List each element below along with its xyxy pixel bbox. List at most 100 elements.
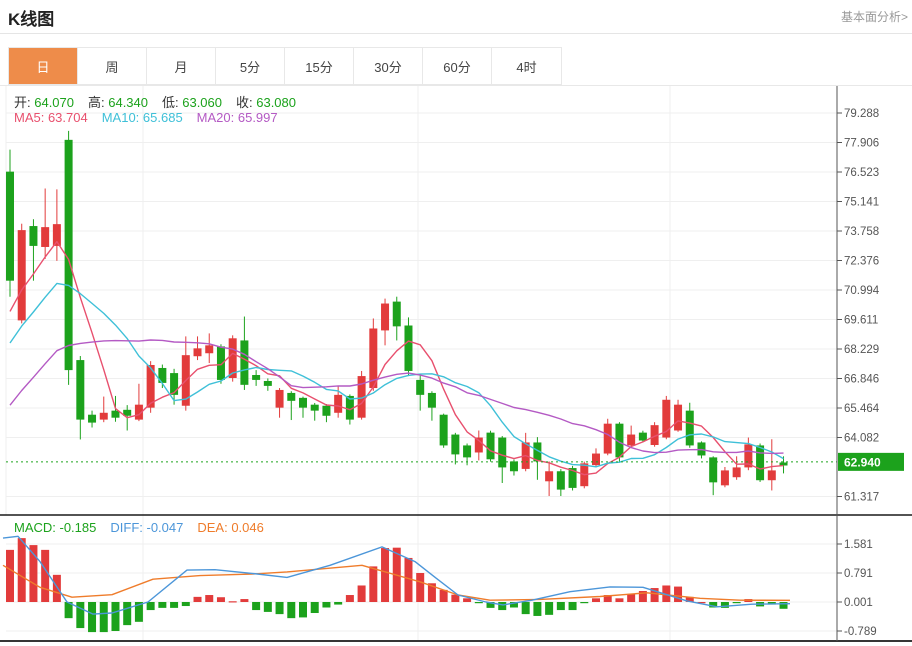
candle-body (88, 414, 97, 423)
candle-body (252, 375, 261, 380)
candle-body (334, 394, 343, 413)
candle-body (111, 410, 120, 418)
fundamental-analysis-link[interactable]: 基本面分析> (840, 10, 908, 24)
macd-bar (345, 595, 354, 602)
ma10-line (9, 282, 784, 468)
candle-body (123, 409, 132, 416)
macd-bar (99, 602, 108, 633)
candle-body (205, 345, 214, 354)
macd-bar (357, 585, 366, 602)
candle-body (193, 348, 202, 357)
candle-body (134, 404, 143, 420)
y-axis-label: 77.906 (844, 137, 879, 149)
candle-body (240, 340, 249, 385)
candle-body (732, 467, 741, 478)
macd-bar (205, 595, 214, 602)
macd-bar (6, 549, 14, 602)
tab-period-1[interactable]: 周 (78, 48, 147, 84)
macd-bar (146, 602, 155, 611)
dea-line (2, 564, 791, 601)
candle-body (357, 376, 366, 418)
ohlc-readout: 开: 64.070 高: 64.340 低: 63.060 收: 63.080 (14, 92, 310, 111)
tab-period-2[interactable]: 月 (147, 48, 216, 84)
macd-bar (17, 538, 26, 602)
candle-body (779, 462, 788, 466)
macd-bar (521, 602, 530, 615)
macd-bar (427, 583, 436, 602)
macd-bar (533, 602, 542, 616)
macd-bar (334, 602, 343, 605)
y-axis-label: 68.229 (844, 344, 879, 356)
candle-body (287, 392, 296, 401)
ohlc-row-item: 开: 64.070 (14, 95, 74, 110)
ma5-line (9, 240, 784, 476)
macd-bar (451, 594, 460, 602)
macd-axis-label: 1.581 (844, 539, 873, 551)
ma20-line (9, 339, 784, 455)
macd-bar (369, 566, 378, 602)
candle-body (615, 423, 624, 458)
macd-row-item: DIFF: -0.047 (110, 520, 184, 535)
tab-period-6[interactable]: 60分 (423, 48, 492, 84)
macd-bar (263, 602, 272, 612)
macd-axis-label: 0.001 (844, 597, 873, 609)
macd-bar (697, 602, 706, 604)
y-axis-label: 64.082 (844, 432, 879, 444)
candle-body (674, 404, 683, 431)
candle-body (439, 414, 448, 446)
macd-bar (41, 549, 50, 602)
candle-body (474, 437, 483, 453)
macd-bar (779, 602, 788, 609)
tab-period-0[interactable]: 日 (9, 48, 78, 84)
candle-body (744, 444, 753, 468)
tab-period-3[interactable]: 5分 (216, 48, 285, 84)
candle-body (685, 410, 694, 446)
candle-body (720, 470, 729, 486)
macd-bar (416, 572, 425, 602)
macd-bar (603, 595, 612, 602)
candle-body (310, 404, 319, 411)
candle-body (17, 230, 26, 321)
tab-period-7[interactable]: 4时 (492, 48, 561, 84)
y-axis-label: 79.288 (844, 108, 879, 120)
candle-body (99, 412, 108, 420)
macd-bar (674, 586, 683, 602)
tab-period-4[interactable]: 15分 (285, 48, 354, 84)
macd-bar (650, 588, 659, 602)
candle-body (322, 405, 331, 416)
current-price-badge-label: 62.940 (844, 455, 881, 469)
y-axis-label: 69.611 (844, 315, 878, 327)
candle-body (756, 445, 765, 481)
candle-body (263, 380, 272, 386)
macd-bar (111, 602, 120, 632)
candle-body (709, 457, 718, 483)
macd-bar (299, 602, 307, 618)
macd-bar (580, 602, 589, 604)
candle-body (64, 139, 73, 371)
ma-readout: MA5: 63.704 MA10: 65.685 MA20: 65.997 (14, 110, 292, 125)
candle-body (381, 303, 390, 331)
macd-bar (381, 548, 390, 602)
y-axis-label: 76.523 (844, 167, 879, 179)
macd-bar (193, 596, 202, 602)
macd-bar (88, 602, 97, 633)
tab-period-5[interactable]: 30分 (354, 48, 423, 84)
candle-body (498, 437, 507, 468)
candle-body (158, 367, 167, 383)
macd-bar (439, 589, 448, 602)
macd-bar (287, 602, 296, 619)
candle-body (509, 461, 518, 472)
candle-body (404, 325, 413, 371)
macd-bar (228, 601, 237, 603)
candle-body (463, 445, 472, 458)
macd-bar (181, 602, 190, 607)
candle-body (662, 399, 671, 438)
macd-bar (64, 602, 73, 619)
y-axis-label: 73.758 (844, 226, 879, 238)
diff-line (2, 535, 791, 615)
ma-row-item: MA20: 65.997 (196, 110, 278, 125)
macd-bar (556, 602, 565, 611)
candle-body (76, 360, 85, 420)
y-axis-label: 75.141 (844, 196, 879, 208)
